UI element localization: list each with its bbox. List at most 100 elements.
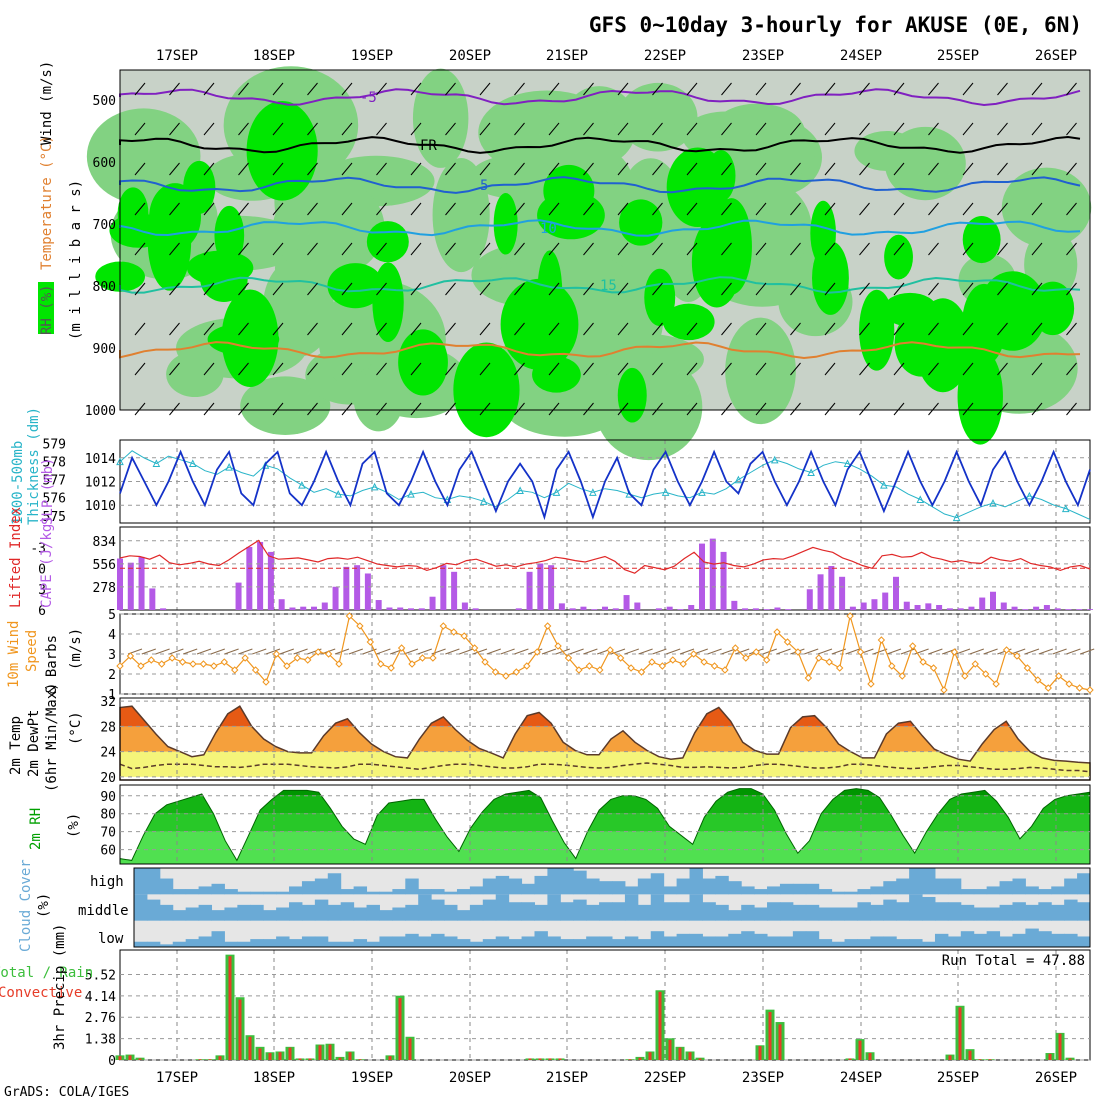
wind-barb <box>203 282 215 296</box>
cloud-cell-low <box>237 941 251 947</box>
precip-tick-label: 0 <box>108 1054 116 1069</box>
wind-barb <box>203 322 215 336</box>
wind-speed-marker <box>533 648 541 656</box>
wind-barb <box>514 402 525 416</box>
wind-barb <box>410 122 422 136</box>
wind-barb <box>721 322 732 336</box>
cloud-cell-middle <box>1025 904 1039 921</box>
wind-barb <box>686 402 698 416</box>
cloud-cell-high <box>934 878 949 895</box>
precip-convective-bar <box>528 1058 532 1060</box>
precip-convective-bar <box>698 1058 702 1060</box>
cloud-cell-middle <box>1012 902 1026 921</box>
cape-bar <box>461 602 468 610</box>
wind-barb <box>962 202 974 216</box>
wind-barb <box>755 402 767 416</box>
cloud-cell-low <box>676 933 691 947</box>
cloud-cell-low <box>134 941 148 947</box>
wind-speed-marker <box>231 666 239 674</box>
cloud-cell-low <box>999 936 1013 947</box>
top-date-label: 25SEP <box>937 48 979 64</box>
cloud-cell-high <box>909 868 923 895</box>
cloud-a: Cloud Cover <box>18 859 34 952</box>
isotherm-line <box>119 135 1081 154</box>
wind-barb <box>859 362 870 376</box>
cloud-cell-high <box>379 891 393 895</box>
thick-tick-label: 577 <box>43 474 66 489</box>
cloud-cell-high <box>1025 886 1039 895</box>
cloud-cell-high <box>560 868 574 895</box>
wind-barb-10m <box>638 648 653 655</box>
wind-barb <box>997 82 1008 96</box>
cape-bar <box>1022 609 1029 610</box>
wind-barb <box>1066 122 1077 136</box>
rh-contour-90 <box>666 147 729 228</box>
cloud-cell-middle <box>624 894 639 921</box>
cape-bar <box>408 608 414 610</box>
upper-air-panel: 500 600 700 800 900 1000 -5 FR 5 10 15 <box>85 66 1092 461</box>
wind-barb <box>1066 282 1077 296</box>
cloud-cell-middle <box>599 902 613 921</box>
wind-barb <box>341 162 353 176</box>
wind-barb <box>376 162 387 176</box>
cloud-cell-high <box>134 868 148 895</box>
wind-speed-marker <box>429 654 437 662</box>
dewpoint-line <box>119 762 1091 773</box>
cloud-cell-high <box>986 886 1001 895</box>
wind-speed-marker <box>815 654 823 662</box>
cape-bar <box>925 603 932 610</box>
precip-convective-bar <box>208 1059 212 1060</box>
cloud-cell-high <box>689 868 703 895</box>
cloud-cell-low <box>431 933 445 947</box>
cloud-cell-high <box>237 891 251 895</box>
wind-speed-marker <box>241 654 249 662</box>
wind-barb <box>341 202 353 216</box>
wind-barb-10m <box>376 648 391 655</box>
wind-barb <box>686 122 698 136</box>
wind-speed-marker <box>950 648 959 656</box>
wind-barb <box>652 242 663 256</box>
wind-barb <box>479 402 491 416</box>
precip-convective-bar <box>268 1053 272 1060</box>
cloud-cell-high <box>676 878 691 895</box>
temp-tick-label: 28 <box>100 720 116 735</box>
rh-contour-90 <box>884 234 913 280</box>
wind-speed-marker <box>554 642 562 650</box>
wind-tick-label: 3 <box>108 648 116 663</box>
wind-barb-10m <box>210 648 225 655</box>
wind-barb <box>445 122 456 136</box>
cloud-cell-low <box>1064 933 1078 947</box>
cloud-cell-low <box>986 931 1001 947</box>
wind-speed-marker <box>929 664 938 672</box>
rh-band <box>120 813 1090 832</box>
slp-thick2-label: 1000-500mb <box>10 441 26 525</box>
cloud-cell-middle <box>379 910 393 921</box>
wind-speed-marker <box>585 662 594 670</box>
slp-thick-label: Thickness (dm) <box>26 407 42 525</box>
temp2m-b: 2m DewPt <box>26 710 42 777</box>
cape-bar <box>418 608 425 610</box>
precip-convective-bar <box>778 1024 782 1060</box>
wind-barb <box>272 122 284 136</box>
wind-barb <box>755 162 767 176</box>
cape-bar <box>537 563 544 610</box>
wind-speed-marker <box>616 654 625 662</box>
cloud-cell-high <box>172 889 187 895</box>
wind-barb <box>790 202 801 216</box>
wind-barb <box>307 282 318 296</box>
wind-barb <box>445 202 456 216</box>
precip-convective-bar <box>978 1059 982 1060</box>
cape-bar <box>1087 609 1093 610</box>
wind-speed-marker <box>1075 684 1084 692</box>
slp-labels: 1000-500mb Thickness (dm) SLP (mb) <box>10 407 56 525</box>
rh-contour-70 <box>240 376 331 435</box>
wind-barb-10m <box>652 648 667 655</box>
cloud-cell-middle <box>883 899 897 921</box>
cloud-cell-middle <box>534 904 548 921</box>
wind-barb-10m <box>679 648 695 655</box>
precip-c: 3hr Precip (mm) <box>52 924 68 1050</box>
wind-barb <box>341 242 353 256</box>
wind-barb <box>721 282 732 296</box>
wind-barb <box>479 82 491 96</box>
cloud-cell-high <box>599 881 613 895</box>
